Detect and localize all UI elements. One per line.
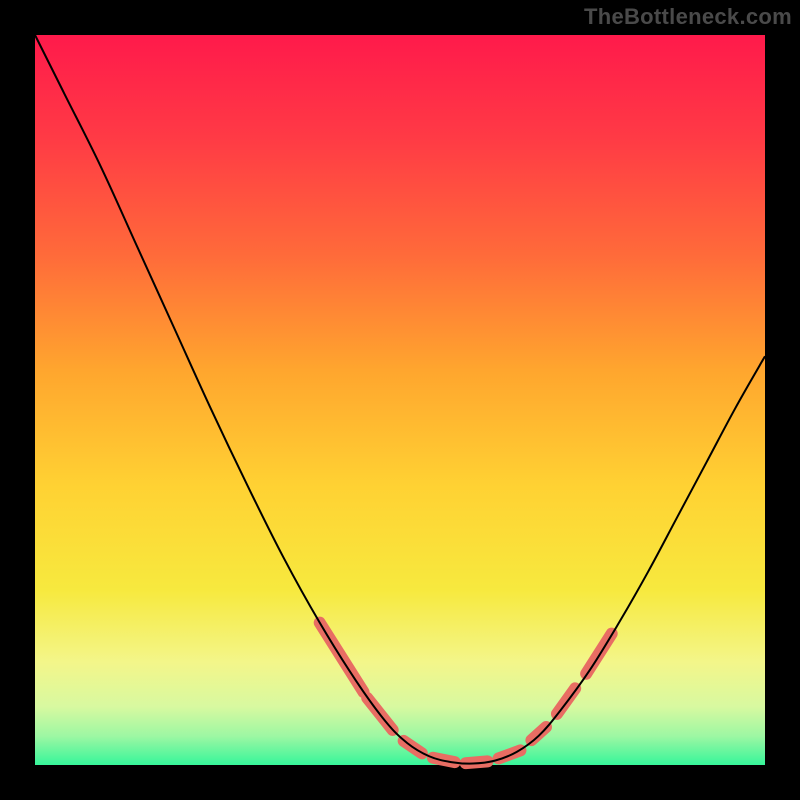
watermark-text: TheBottleneck.com [584, 4, 792, 30]
chart-stage: TheBottleneck.com [0, 0, 800, 800]
bottleneck-chart [0, 0, 800, 800]
